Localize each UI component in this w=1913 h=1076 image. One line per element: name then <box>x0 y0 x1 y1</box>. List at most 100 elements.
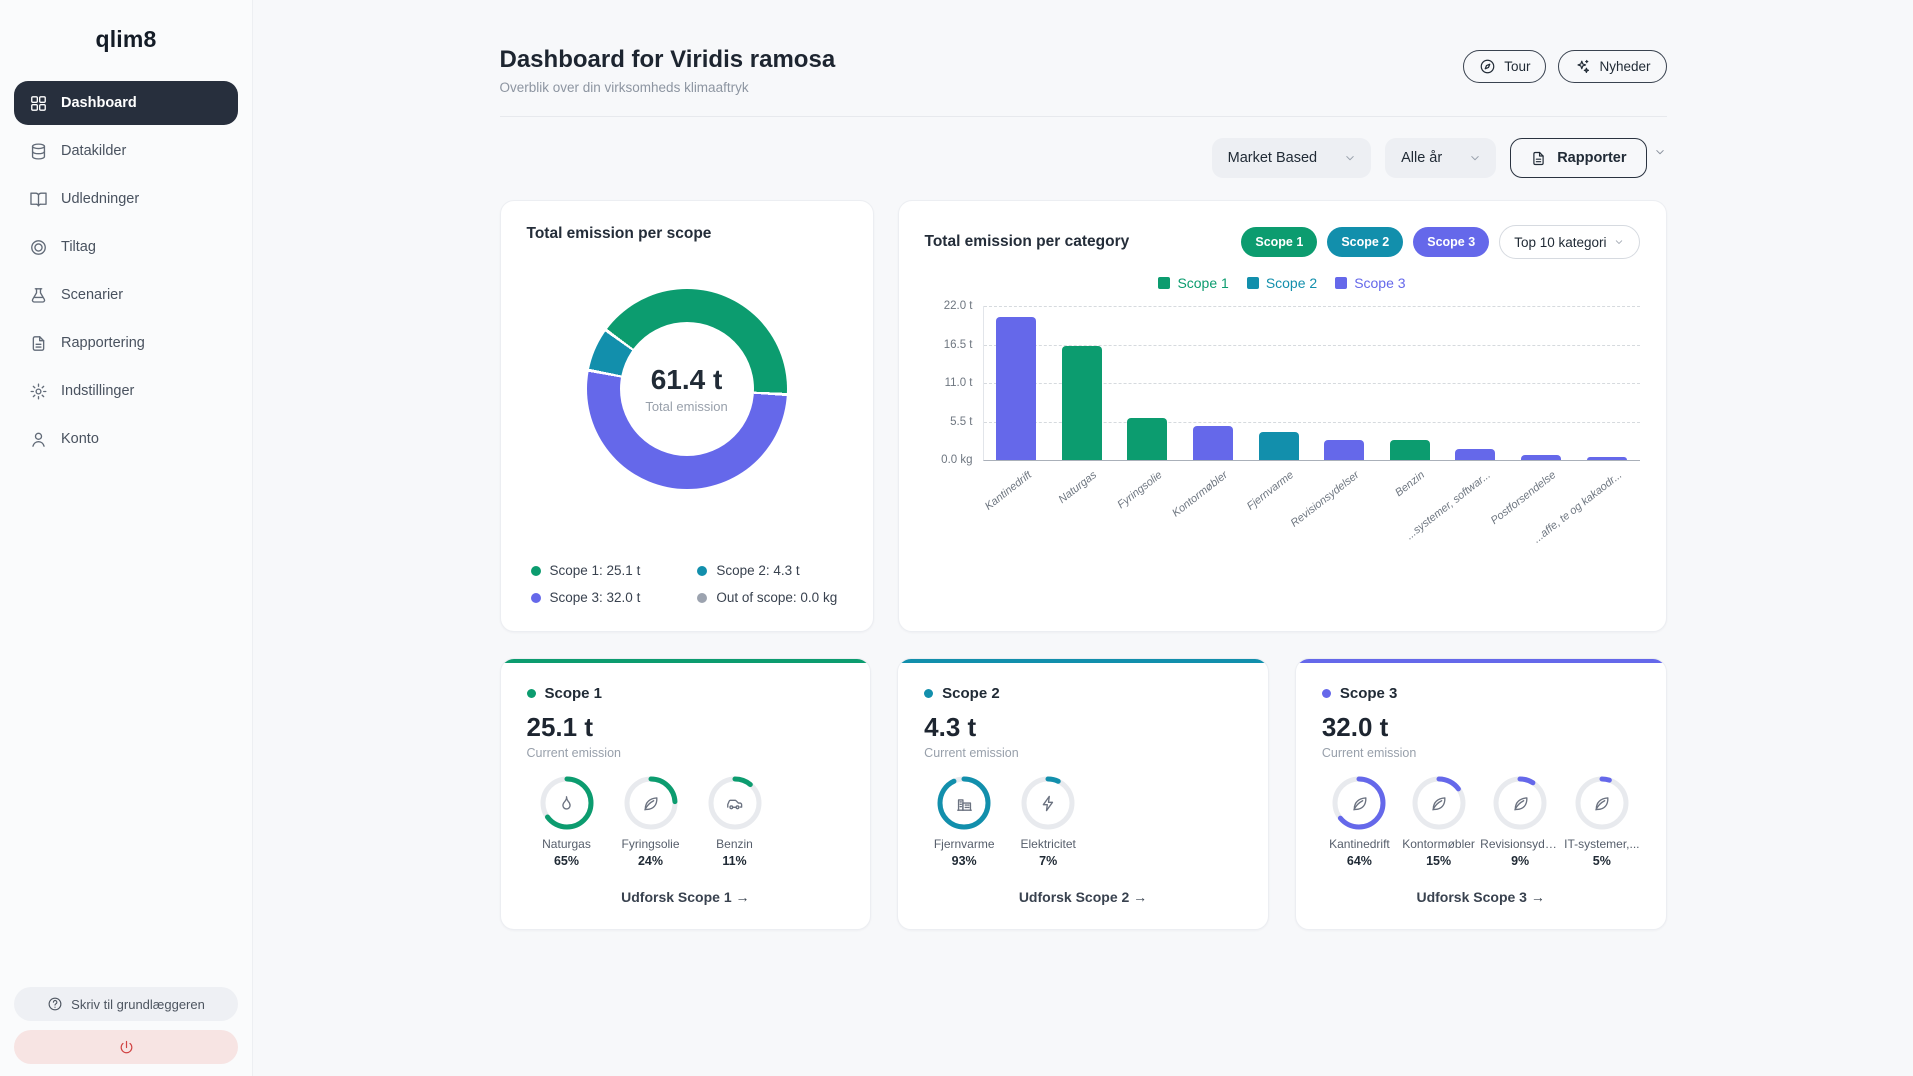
badge-scope-2[interactable]: Scope 2 <box>1327 227 1404 257</box>
question-circle-icon <box>47 996 63 1012</box>
sidebar-item-dashboard[interactable]: Dashboard <box>14 81 238 125</box>
category-count-select[interactable]: Top 10 kategori <box>1499 225 1640 259</box>
bar-kontorm-bler[interactable] <box>1193 426 1234 460</box>
sidebar-item-label: Indstillinger <box>61 383 135 399</box>
sidebar-item-label: Rapportering <box>61 335 145 351</box>
sidebar-item-tiltag[interactable]: Tiltag <box>14 225 238 269</box>
charts-row: Total emission per scope 61.4 t Total em… <box>499 200 1667 632</box>
breakdown-label: Elektricitet <box>1020 837 1076 851</box>
gear-icon <box>29 382 48 401</box>
badge-scope-3[interactable]: Scope 3 <box>1413 227 1490 257</box>
tour-button[interactable]: Tour <box>1463 50 1547 83</box>
explore-scope-3-link[interactable]: Udforsk Scope 3 → <box>1416 889 1545 905</box>
y-tick-label: 16.5 t <box>943 338 973 351</box>
sidebar-item-scenarier[interactable]: Scenarier <box>14 273 238 317</box>
bar-naturgas[interactable] <box>1061 345 1102 460</box>
breakdown-percent: 5% <box>1592 854 1611 868</box>
total-emission-per-category-card: Total emission per category Scope 1 Scope… <box>897 200 1667 632</box>
method-select-value: Market Based <box>1227 150 1318 166</box>
bar-legend-item: Scope 3 <box>1335 275 1406 291</box>
y-tick-label: 11.0 t <box>944 377 973 389</box>
sidebar-item-label: Scenarier <box>61 287 124 303</box>
bar-kantinedrift[interactable] <box>996 316 1037 460</box>
sidebar-item-rapportering[interactable]: Rapportering <box>14 321 238 365</box>
x-tick-label: Fjernvarme <box>1244 469 1297 513</box>
breakdown-item-naturgas: Naturgas 65% <box>527 776 607 868</box>
sidebar-item-indstillinger[interactable]: Indstillinger <box>14 369 238 413</box>
donut-legend-item: Scope 1: 25.1 t <box>530 563 698 578</box>
sidebar-item-udledninger[interactable]: Udledninger <box>14 177 238 221</box>
donut-legend-item: Scope 2: 4.3 t <box>697 563 842 578</box>
scope-breakdown: Fjernvarme 93% Elektricitet 7% <box>924 776 1242 868</box>
breakdown-percent: 64% <box>1346 854 1372 868</box>
legend-label: Scope 2: 4.3 t <box>716 563 800 578</box>
sparkles-icon <box>1574 58 1591 75</box>
bar-fjernvarme[interactable] <box>1258 432 1299 460</box>
legend-label: Scope 1: 25.1 t <box>549 563 641 578</box>
x-tick-label: Revisionsydelser <box>1288 469 1362 530</box>
bar-legend-item: Scope 2 <box>1246 275 1317 291</box>
chevron-down-icon[interactable] <box>1653 145 1667 159</box>
breakdown-percent: 93% <box>951 854 977 868</box>
legend-label: Scope 3: 32.0 t <box>549 590 641 605</box>
target-icon <box>29 238 48 257</box>
breakdown-label: Fjernvarme <box>933 837 995 851</box>
scope-breakdown: Kantinedrift 64% Kontormøbler 15% Revisi… <box>1322 776 1640 868</box>
bar-revisionsydelser[interactable] <box>1324 439 1365 460</box>
scope-accent-bar <box>500 659 871 663</box>
x-tick-label: Postforsendelse <box>1488 469 1559 528</box>
doc-icon <box>29 334 48 353</box>
bar-systemer-softwar[interactable] <box>1455 448 1496 460</box>
breakdown-label: Revisionsyde... <box>1480 837 1561 851</box>
sidebar-item-label: Datakilder <box>61 143 127 159</box>
breakdown-percent: 11% <box>722 854 747 868</box>
explore-scope-2-link[interactable]: Udforsk Scope 2 → <box>1018 889 1148 905</box>
mini-ring-chart <box>1575 776 1629 830</box>
contact-founder-button[interactable]: Skriv til grundlæggeren <box>14 987 238 1021</box>
leaf-icon <box>1332 776 1386 830</box>
year-select[interactable]: Alle år <box>1385 138 1497 178</box>
scope-donut-chart[interactable]: 61.4 t Total emission <box>586 289 787 489</box>
breakdown-item-revisionsyde: Revisionsyde... 9% <box>1480 776 1560 868</box>
reports-button[interactable]: Rapporter <box>1510 138 1647 178</box>
bar-card-controls: Scope 1 Scope 2 Scope 3 Top 10 kategori <box>1241 225 1640 259</box>
sidebar-footer: Skriv til grundlæggeren <box>14 987 238 1064</box>
bar-affe-te-og-kakaodr[interactable] <box>1586 457 1627 460</box>
news-button[interactable]: Nyheder <box>1558 50 1667 83</box>
scope-dot <box>924 689 934 698</box>
scope-name: Scope 3 <box>1339 685 1398 702</box>
badge-scope-1[interactable]: Scope 1 <box>1241 227 1318 257</box>
scope-card-header: Scope 3 <box>1321 685 1640 702</box>
scope-cards-row: Scope 1 25.1 t Current emission Naturgas… <box>499 658 1667 930</box>
logout-button[interactable] <box>14 1030 238 1064</box>
explore-scope-1-link[interactable]: Udforsk Scope 1 → <box>621 889 750 905</box>
legend-dot <box>697 592 708 603</box>
header-actions: Tour Nyheder <box>1463 46 1667 83</box>
chevron-down-icon <box>1468 151 1482 165</box>
bar-fyringsolie[interactable] <box>1127 418 1168 460</box>
x-tick-label: Naturgas <box>1056 469 1100 506</box>
gridline <box>983 344 1640 346</box>
scope-sublabel: Current emission <box>1321 746 1417 760</box>
scope-value: 4.3 t <box>924 712 977 742</box>
factory-icon <box>937 776 991 830</box>
bar-postforsendelse[interactable] <box>1521 455 1562 460</box>
y-tick-label: 0.0 kg <box>941 454 973 466</box>
category-count-value: Top 10 kategori <box>1514 234 1607 250</box>
legend-dot <box>530 565 541 576</box>
database-icon <box>29 142 48 161</box>
breakdown-item-it-systemer: IT-systemer,... 5% <box>1564 776 1640 868</box>
scope-name: Scope 2 <box>942 685 1000 702</box>
scope-sublabel: Current emission <box>924 746 1019 760</box>
x-tick-label: Kontormøbler <box>1170 469 1231 520</box>
method-select[interactable]: Market Based <box>1211 138 1372 178</box>
sidebar-item-konto[interactable]: Konto <box>14 417 238 461</box>
mini-ring-chart <box>708 776 762 830</box>
legend-swatch <box>1246 277 1259 289</box>
donut-legend-item: Scope 3: 32.0 t <box>530 590 698 605</box>
sidebar-item-datakilder[interactable]: Datakilder <box>14 129 238 173</box>
x-tick-label: Kantinedrift <box>982 469 1034 513</box>
breakdown-item-fyringsolie: Fyringsolie 24% <box>611 776 691 868</box>
year-select-value: Alle år <box>1401 150 1443 166</box>
bar-benzin[interactable] <box>1389 440 1430 460</box>
